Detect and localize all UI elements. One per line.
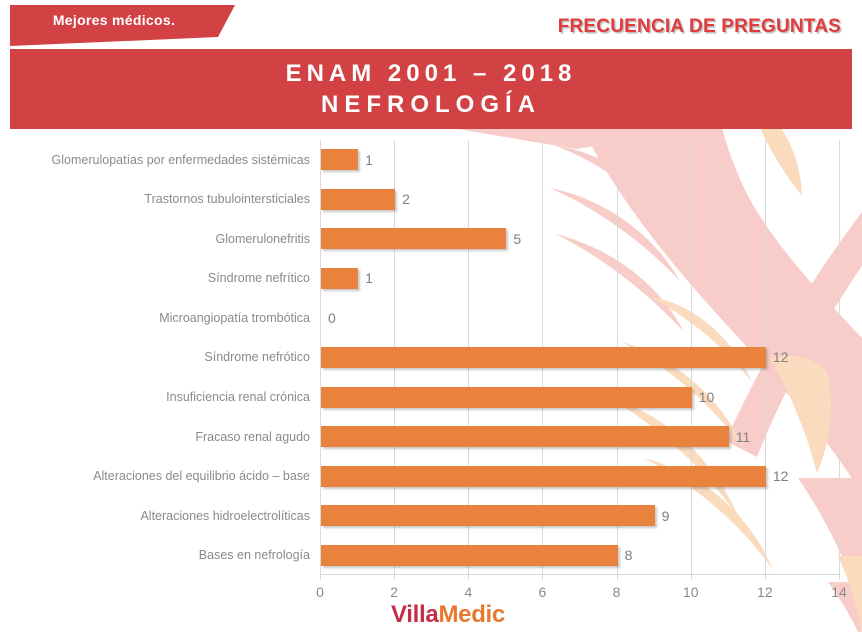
villamedic-logo: VillaMedic	[0, 601, 862, 629]
x-tick-label: 4	[464, 584, 473, 600]
value-label: 8	[624, 547, 633, 564]
value-label: 0	[328, 309, 336, 326]
x-axis-line	[320, 574, 839, 575]
title-banner: ENAM 2001 – 2018 NEFROLOGÍA	[10, 49, 852, 129]
logo-text-villa: Villa	[391, 601, 439, 628]
category-axis: Glomerulopatías por enfermedades sistémi…	[0, 140, 310, 575]
gridline	[839, 140, 840, 580]
bar	[321, 505, 655, 527]
banner-title-line1: ENAM 2001 – 2018	[285, 60, 577, 87]
bar	[321, 544, 618, 566]
plot-area: 0 2 4 6 8 10 12 14 1 2 5 1 0 12 10 11 12 9 8	[316, 140, 847, 600]
value-label: 1	[365, 270, 373, 287]
bar	[321, 426, 729, 448]
category-label: Insuficiencia renal crónica	[166, 390, 310, 405]
bar	[321, 149, 359, 171]
gridline	[320, 140, 321, 580]
category-label: Alteraciones del equilibrio ácido – base	[93, 469, 310, 484]
category-label: Alteraciones hidroelectrolíticas	[140, 508, 310, 523]
category-label: Bases en nefrología	[198, 548, 310, 563]
category-label: Síndrome nefrítico	[207, 271, 310, 286]
bar	[321, 228, 507, 250]
value-label: 1	[365, 151, 373, 168]
category-label: Microangiopatía trombótica	[159, 310, 310, 325]
bar	[321, 347, 766, 368]
value-label: 12	[772, 349, 789, 366]
value-label: 9	[661, 507, 670, 524]
bar	[321, 386, 692, 408]
category-label: Glomerulopatías por enfermedades sistémi…	[51, 152, 310, 167]
x-tick-label: 14	[831, 584, 847, 600]
bar	[321, 188, 396, 210]
ribbon-shape	[10, 5, 235, 46]
value-label: 10	[698, 389, 715, 406]
category-label: Síndrome nefrótico	[204, 350, 310, 365]
x-tick-label: 12	[757, 584, 773, 600]
ribbon-label: Mejores médicos.	[52, 12, 176, 28]
value-label: 2	[402, 191, 410, 208]
category-label: Fracaso renal agudo	[195, 429, 310, 444]
bar	[321, 465, 766, 487]
bar-chart: Glomerulopatías por enfermedades sistémi…	[0, 140, 862, 610]
x-tick-label: 10	[682, 584, 699, 600]
banner-title-line2: NEFROLOGÍA	[321, 91, 541, 118]
value-label: 12	[772, 468, 789, 485]
value-label: 5	[513, 230, 522, 247]
x-tick-label: 8	[612, 584, 621, 600]
page-heading: FRECUENCIA DE PREGUNTAS	[557, 16, 841, 37]
x-tick-label: 6	[538, 584, 547, 600]
bar	[321, 267, 359, 289]
x-tick-label: 2	[390, 584, 399, 600]
category-label: Glomerulonefritis	[215, 231, 310, 246]
value-label: 11	[735, 428, 751, 445]
x-tick-label: 0	[316, 584, 324, 600]
logo-text-medic: Medic	[438, 601, 505, 628]
category-label: Trastornos tubulointersticiales	[144, 192, 310, 207]
